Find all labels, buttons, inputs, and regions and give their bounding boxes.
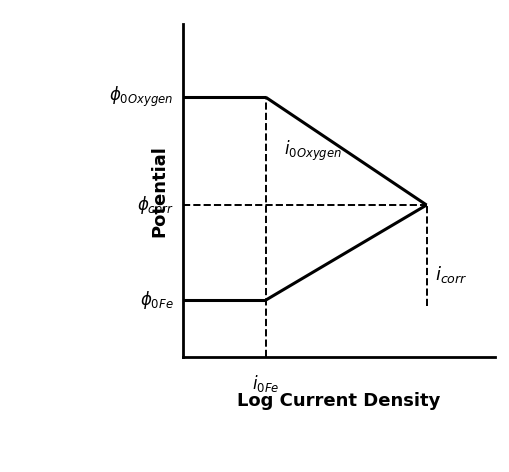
Y-axis label: Potential: Potential [150, 145, 168, 236]
Text: $i_{corr}$: $i_{corr}$ [435, 264, 467, 285]
Text: $\phi_{corr}$: $\phi_{corr}$ [137, 194, 173, 216]
Text: $\phi_{0Oxygen}$: $\phi_{0Oxygen}$ [109, 85, 173, 110]
X-axis label: Log Current Density: Log Current Density [237, 392, 440, 410]
Text: $i_{0Fe}$: $i_{0Fe}$ [251, 373, 279, 394]
Text: $\phi_{0Fe}$: $\phi_{0Fe}$ [139, 289, 173, 311]
Text: $i_{0Oxygen}$: $i_{0Oxygen}$ [283, 139, 341, 163]
